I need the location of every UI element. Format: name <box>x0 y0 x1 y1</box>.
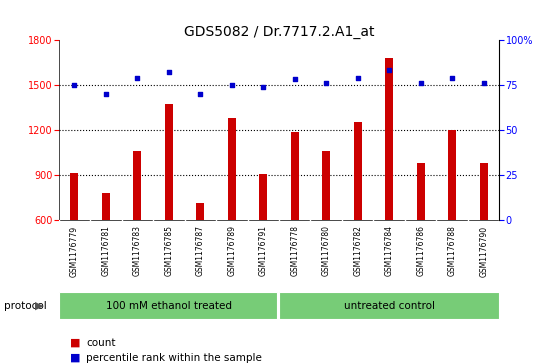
Point <box>133 75 142 81</box>
Text: GSM1176791: GSM1176791 <box>259 225 268 276</box>
Text: GSM1176779: GSM1176779 <box>70 225 79 277</box>
Text: count: count <box>86 338 116 348</box>
Text: GSM1176789: GSM1176789 <box>227 225 236 276</box>
Bar <box>480 163 488 220</box>
Point <box>479 80 488 86</box>
Point <box>416 80 425 86</box>
Text: GSM1176786: GSM1176786 <box>416 225 425 276</box>
Bar <box>228 118 235 220</box>
Text: protocol: protocol <box>4 301 47 311</box>
Point <box>196 91 205 97</box>
Text: ▶: ▶ <box>35 301 44 311</box>
Text: GSM1176783: GSM1176783 <box>133 225 142 276</box>
Text: GSM1176781: GSM1176781 <box>102 225 110 276</box>
Point <box>227 82 236 88</box>
Bar <box>196 203 204 220</box>
Point <box>102 91 110 97</box>
Bar <box>70 173 78 220</box>
Point <box>353 75 362 81</box>
Text: untreated control: untreated control <box>344 301 435 311</box>
Text: ■: ■ <box>70 352 80 363</box>
Bar <box>448 130 456 220</box>
Point <box>322 80 331 86</box>
Text: GSM1176788: GSM1176788 <box>448 225 456 276</box>
Text: GSM1176790: GSM1176790 <box>479 225 488 277</box>
Point <box>448 75 456 81</box>
Text: ■: ■ <box>70 338 80 348</box>
Text: 100 mM ethanol treated: 100 mM ethanol treated <box>106 301 232 311</box>
Text: GSM1176787: GSM1176787 <box>196 225 205 276</box>
Bar <box>354 122 362 220</box>
Point <box>290 77 299 82</box>
Bar <box>279 292 499 319</box>
Point <box>165 69 174 75</box>
Bar <box>165 104 173 220</box>
Text: GSM1176782: GSM1176782 <box>353 225 362 276</box>
Bar <box>385 58 393 220</box>
Bar <box>417 163 425 220</box>
Bar <box>59 292 277 319</box>
Point <box>259 84 268 90</box>
Text: GSM1176785: GSM1176785 <box>164 225 174 276</box>
Bar <box>291 132 299 220</box>
Text: GSM1176784: GSM1176784 <box>384 225 394 276</box>
Bar <box>133 151 141 220</box>
Bar <box>102 193 110 220</box>
Title: GDS5082 / Dr.7717.2.A1_at: GDS5082 / Dr.7717.2.A1_at <box>184 25 374 39</box>
Bar <box>259 174 267 220</box>
Text: percentile rank within the sample: percentile rank within the sample <box>86 352 262 363</box>
Bar <box>323 151 330 220</box>
Text: GSM1176780: GSM1176780 <box>322 225 331 276</box>
Point <box>385 68 394 73</box>
Point <box>70 82 79 88</box>
Text: GSM1176778: GSM1176778 <box>290 225 299 276</box>
